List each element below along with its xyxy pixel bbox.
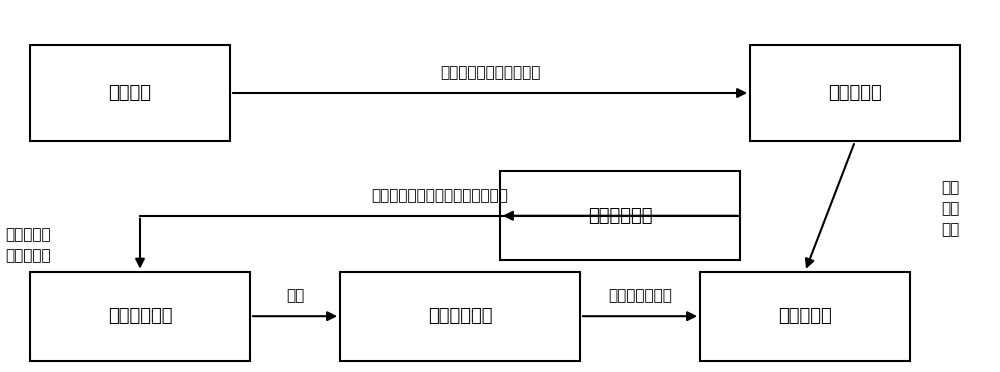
Bar <box>700 272 910 361</box>
Text: 正向设计或逆向测绘输入: 正向设计或逆向测绘输入 <box>440 65 540 80</box>
Text: 虚拟三维图像: 虚拟三维图像 <box>588 207 652 225</box>
Text: 数据分析模块: 数据分析模块 <box>428 307 492 325</box>
Text: 含部件名称、装配、缺陷提示信息: 含部件名称、装配、缺陷提示信息 <box>372 188 508 203</box>
Text: 燃机部件: 燃机部件 <box>108 84 152 102</box>
Bar <box>500 171 740 260</box>
Bar <box>340 272 580 361</box>
Text: 特征分析及提取: 特征分析及提取 <box>608 288 672 303</box>
Text: 实时孔窥图像: 实时孔窥图像 <box>108 307 172 325</box>
Bar <box>750 45 960 141</box>
Text: 数字特征图: 数字特征图 <box>778 307 832 325</box>
Text: 原始模型库: 原始模型库 <box>828 84 882 102</box>
Bar <box>30 272 250 361</box>
Text: 基于虚拟现
实原理叠加: 基于虚拟现 实原理叠加 <box>5 228 51 263</box>
Bar <box>30 45 230 141</box>
Text: 导入: 导入 <box>286 288 304 303</box>
Text: 匹配
对应
模型: 匹配 对应 模型 <box>941 180 959 237</box>
